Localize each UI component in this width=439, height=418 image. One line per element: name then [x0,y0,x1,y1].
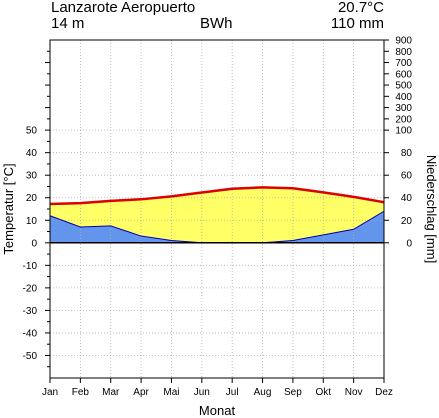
month-label: Mar [102,387,120,398]
month-label: Aug [254,387,272,398]
precip-tick-label: 700 [395,58,412,69]
precipitation-area [50,211,384,243]
temp-tick-label: 30 [26,171,38,182]
temp-tick-label: -20 [23,283,38,294]
precip-tick-label: 40 [401,193,413,204]
precip-tick-label: 400 [395,92,412,103]
month-label: Nov [345,387,363,398]
annual-precipitation: 110 mm [330,15,384,32]
station-name: Lanzarote Aeropuerto [51,0,196,16]
temp-tick-label: 50 [26,126,38,137]
temperature-line [49,186,385,206]
left-axis-title: Temperatur [°C] [1,163,16,254]
month-label: Mai [163,387,179,398]
temp-tick-label: -30 [23,306,38,317]
temp-tick-label: 20 [26,193,38,204]
month-label: Apr [133,387,149,398]
temp-tick-label: 40 [26,148,38,159]
precip-tick-label: 20 [401,216,413,227]
precip-tick-label: 100 [395,126,412,137]
precip-tick-label: 500 [395,81,412,92]
temp-tick-label: 10 [26,216,38,227]
month-label: Sep [284,387,302,398]
precip-tick-label: 900 [395,36,412,47]
arid-area [50,187,384,243]
temp-tick-label: -40 [23,328,38,339]
grid [50,40,384,378]
month-label: Dez [375,387,393,398]
precip-tick-label: 60 [401,171,413,182]
precip-tick-label: 300 [395,103,412,114]
precip-tick-label: 200 [395,114,412,125]
precip-tick-label: 80 [401,148,413,159]
mean-temperature: 20.7°C [337,0,384,16]
month-label: Jan [42,387,58,398]
temp-tick-label: -10 [23,261,38,272]
month-label: Jun [194,387,210,398]
station-altitude: 14 m [51,15,85,32]
month-label: Jul [226,387,239,398]
month-label: Okt [315,387,331,398]
month-label: Feb [72,387,90,398]
right-axis-title: Niederschlag [mm] [424,155,439,263]
precip-tick-label: 800 [395,47,412,58]
temp-tick-label: 0 [31,238,37,249]
precip-tick-label: 600 [395,69,412,80]
koeppen-class: BWh [200,15,233,32]
temp-tick-label: -50 [23,351,38,362]
x-axis-title: Monat [199,403,236,418]
precip-tick-label: 0 [406,238,412,249]
